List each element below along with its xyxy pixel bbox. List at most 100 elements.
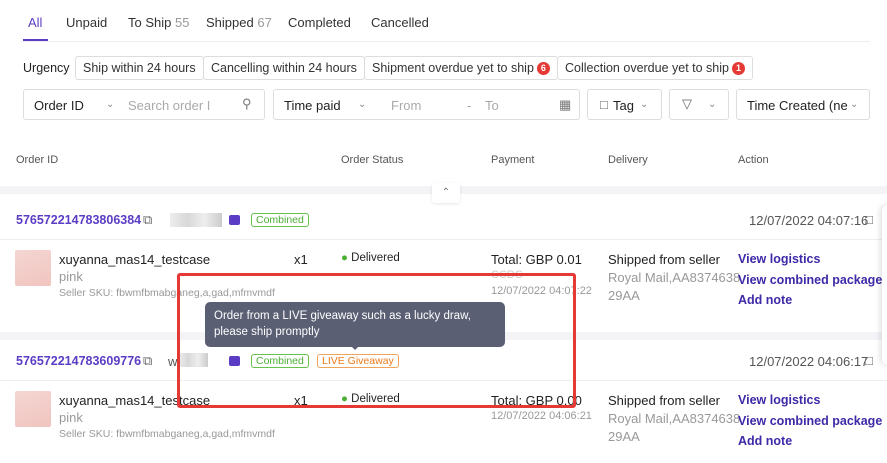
chevron-down-icon: ⌄	[850, 99, 859, 110]
tab-shipped[interactable]: Shipped 67	[206, 15, 272, 30]
view-logistics-link[interactable]: View logistics	[738, 252, 821, 266]
combined-tag: Combined	[251, 354, 309, 368]
bookmark-icon[interactable]: □	[865, 212, 873, 227]
add-note-link[interactable]: Add note	[738, 293, 793, 307]
collapse-button[interactable]: ⌃	[432, 183, 460, 203]
payment-time: 12/07/2022 04:07:22	[491, 285, 592, 297]
sort-label: Time Created (nev	[747, 98, 847, 113]
view-combined-package-link[interactable]: View combined package	[738, 414, 883, 428]
add-note-link[interactable]: Add note	[738, 434, 793, 448]
search-icon[interactable]: ⚲	[242, 96, 252, 111]
tab-count: 55	[175, 15, 190, 30]
order-search-box: Order ID ⌄ Search order I ⚲	[23, 89, 265, 120]
bookmark-icon: □	[600, 97, 608, 112]
product-image	[15, 250, 51, 286]
date-separator: -	[467, 98, 472, 113]
chip-label: Shipment overdue yet to ship	[372, 61, 534, 75]
calendar-icon[interactable]: ▦	[559, 97, 572, 112]
carrier-tracking: Royal Mail,AA8374638	[608, 270, 741, 285]
status-text: Delivered	[351, 252, 400, 264]
status-dot-icon: ●	[341, 252, 348, 264]
carrier-tracking-cont: 29AA	[608, 288, 640, 303]
col-delivery: Delivery	[608, 154, 648, 166]
payment-time: 12/07/2022 04:06:21	[491, 410, 592, 422]
seller-sku: Seller SKU: fbwmfbmabganeg,a,gad,mfmvmdf	[59, 428, 275, 440]
chevron-down-icon: ⌄	[708, 99, 717, 110]
delivery-method: Shipped from seller	[608, 393, 720, 408]
col-payment: Payment	[491, 154, 535, 166]
highlight-box	[177, 273, 576, 408]
tabs-divider	[23, 41, 870, 42]
status-delivered: ● Delivered	[341, 393, 400, 405]
product-image	[15, 391, 51, 427]
time-filter-box: Time paid ⌄ From - To ▦	[273, 89, 580, 120]
order-time: 12/07/2022 04:06:17	[749, 354, 869, 369]
tab-label: To Ship	[128, 15, 172, 30]
copy-icon[interactable]: ⧉	[143, 212, 153, 227]
advanced-filter[interactable]: ▽ ⌄	[669, 89, 729, 120]
search-input[interactable]: Search order I	[128, 98, 211, 113]
to-date-input[interactable]: To	[485, 98, 499, 113]
tab-cancelled[interactable]: Cancelled	[371, 15, 429, 30]
product-name: xuyanna_mas14_testcase	[59, 252, 211, 267]
count-badge: 6	[536, 62, 550, 75]
search-type-select[interactable]: Order ID	[34, 98, 84, 113]
chip-collection-overdue[interactable]: Collection overdue yet to ship 1	[557, 56, 753, 80]
chat-icon[interactable]	[229, 356, 240, 366]
tab-label: Shipped	[206, 15, 254, 30]
side-panel-edge	[882, 205, 887, 365]
time-type-select[interactable]: Time paid	[284, 98, 341, 113]
quantity: x1	[294, 393, 308, 408]
chevron-down-icon: ⌄	[640, 99, 649, 110]
tab-all[interactable]: All	[28, 15, 43, 30]
delivery-method: Shipped from seller	[608, 252, 720, 267]
sort-select[interactable]: Time Created (nev ⌄	[736, 89, 870, 120]
urgency-label: Urgency	[23, 61, 70, 75]
copy-icon[interactable]: ⧉	[143, 353, 153, 368]
carrier-tracking: Royal Mail,AA8374638	[608, 411, 741, 426]
col-order-id: Order ID	[16, 154, 59, 166]
chip-shipment-overdue[interactable]: Shipment overdue yet to ship 6	[364, 56, 558, 80]
chip-label: Collection overdue yet to ship	[565, 61, 729, 75]
view-logistics-link[interactable]: View logistics	[738, 393, 821, 407]
product-name: xuyanna_mas14_testcase	[59, 393, 211, 408]
from-date-input[interactable]: From	[391, 98, 422, 113]
view-combined-package-link[interactable]: View combined package	[738, 273, 883, 287]
count-badge: 1	[731, 62, 745, 75]
quantity: x1	[294, 252, 308, 267]
buyer-name-redacted	[170, 213, 222, 227]
bookmark-icon[interactable]: □	[865, 353, 873, 368]
live-giveaway-tag[interactable]: LIVE Giveaway	[317, 354, 399, 368]
divider	[0, 380, 887, 381]
filter-icon: ▽	[682, 96, 692, 111]
tab-completed[interactable]: Completed	[288, 15, 351, 30]
carrier-tracking-cont: 29AA	[608, 429, 640, 444]
active-tab-indicator	[23, 39, 48, 41]
chat-icon[interactable]	[229, 215, 240, 225]
chevron-down-icon[interactable]: ⌄	[358, 99, 367, 110]
tab-to-ship[interactable]: To Ship 55	[128, 15, 189, 30]
tag-label: Tag	[613, 98, 634, 113]
order-id-link[interactable]: 576572214783609776	[16, 354, 142, 368]
col-order-status: Order Status	[341, 154, 404, 166]
payment-total: Total: GBP 0.01	[491, 252, 582, 267]
tab-unpaid[interactable]: Unpaid	[66, 15, 108, 30]
col-action: Action	[738, 154, 769, 166]
tooltip-arrow	[351, 346, 359, 350]
buyer-name-redacted	[178, 353, 208, 367]
payment-total: Total: GBP 0.00	[491, 393, 582, 408]
status-delivered: ● Delivered	[341, 252, 400, 264]
chevron-down-icon[interactable]: ⌄	[106, 99, 115, 110]
chip-ship-24h[interactable]: Ship within 24 hours	[75, 56, 204, 80]
order-time: 12/07/2022 04:07:16	[749, 213, 869, 228]
status-dot-icon: ●	[341, 393, 348, 405]
combined-tag: Combined	[251, 213, 309, 227]
live-giveaway-tooltip: Order from a LIVE giveaway such as a luc…	[205, 302, 505, 347]
status-text: Delivered	[351, 393, 400, 405]
order-id-link[interactable]: 576572214783806384	[16, 213, 142, 227]
tab-count: 67	[257, 15, 272, 30]
chip-cancelling-24h[interactable]: Cancelling within 24 hours	[203, 56, 365, 80]
divider	[0, 239, 887, 240]
seller-sku: Seller SKU: fbwmfbmabganeg,a,gad,mfmvmdf	[59, 287, 275, 299]
tag-filter[interactable]: □ Tag ⌄	[587, 89, 662, 120]
